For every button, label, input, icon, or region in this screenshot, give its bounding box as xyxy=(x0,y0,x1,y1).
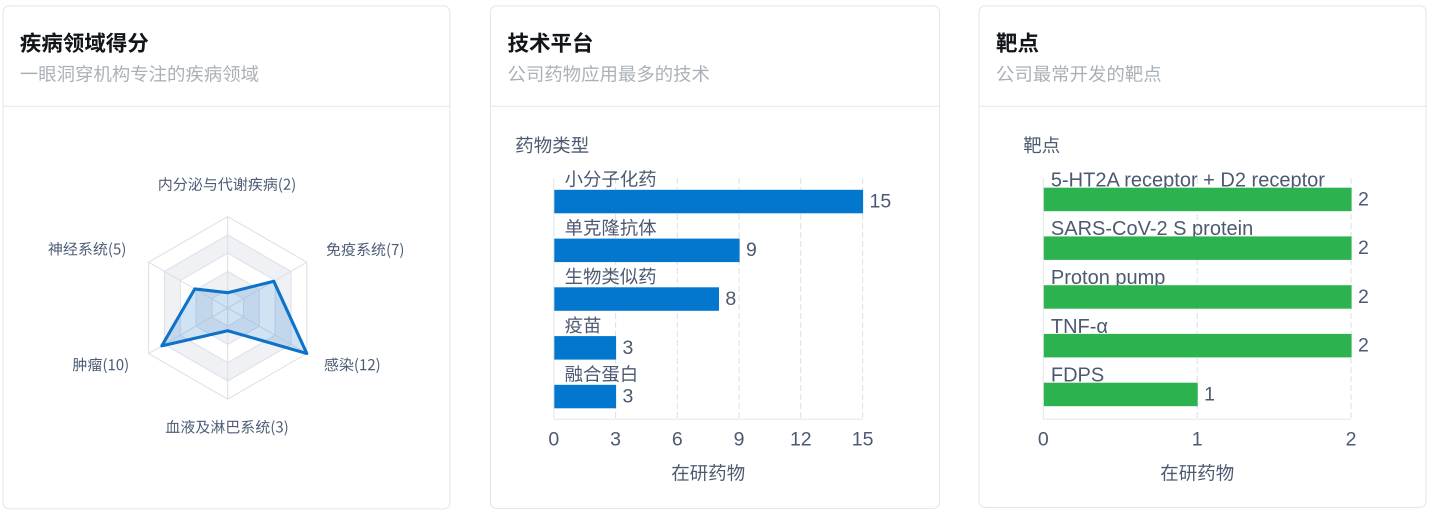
svg-text:TNF-α: TNF-α xyxy=(1051,316,1108,338)
svg-text:3: 3 xyxy=(623,337,634,359)
svg-text:FDPS: FDPS xyxy=(1051,365,1104,387)
svg-text:1: 1 xyxy=(1192,428,1203,450)
svg-text:2: 2 xyxy=(1358,335,1369,357)
svg-text:15: 15 xyxy=(852,428,874,450)
svg-text:9: 9 xyxy=(734,428,745,450)
svg-text:6: 6 xyxy=(672,428,683,450)
svg-text:2: 2 xyxy=(1358,237,1369,259)
svg-text:2: 2 xyxy=(1358,286,1369,308)
svg-text:0: 0 xyxy=(1038,428,1049,450)
svg-text:Proton pump: Proton pump xyxy=(1051,267,1166,289)
svg-text:5-HT2A receptor + D2 receptor: 5-HT2A receptor + D2 receptor xyxy=(1051,170,1325,192)
svg-text:1: 1 xyxy=(1204,383,1215,405)
svg-text:9: 9 xyxy=(746,239,757,261)
svg-text:12: 12 xyxy=(790,428,812,450)
svg-text:2: 2 xyxy=(1346,428,1357,450)
svg-text:2: 2 xyxy=(1358,188,1369,210)
svg-text:3: 3 xyxy=(623,386,634,408)
svg-text:3: 3 xyxy=(610,428,621,450)
svg-text:15: 15 xyxy=(870,191,892,213)
svg-text:SARS-CoV-2 S protein: SARS-CoV-2 S protein xyxy=(1051,218,1253,240)
svg-text:8: 8 xyxy=(725,288,736,310)
svg-text:0: 0 xyxy=(548,428,559,450)
